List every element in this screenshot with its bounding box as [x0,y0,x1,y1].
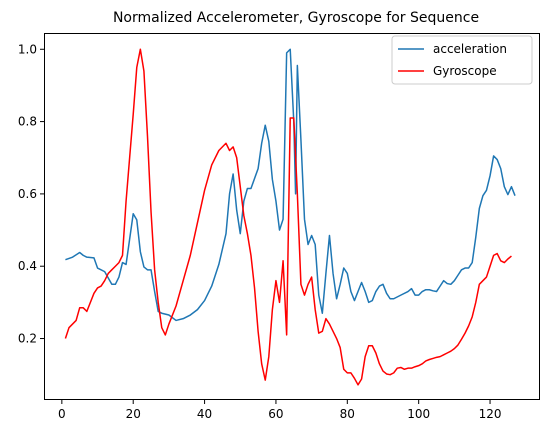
legend-label-gyroscope: Gyroscope [433,64,497,78]
y-tick-label: 0.6 [18,187,37,201]
x-tick-label: 80 [340,407,355,421]
x-tick-label: 120 [479,407,502,421]
x-tick-label: 60 [268,407,283,421]
x-tick-label: 20 [126,407,141,421]
plot-frame [44,33,540,400]
legend-label-acceleration: acceleration [433,42,507,56]
chart-title: Normalized Accelerometer, Gyroscope for … [113,10,479,26]
series-line-acceleration [65,48,516,322]
legend-box [391,35,533,85]
x-tick-label: 40 [197,407,212,421]
legend: acceleration Gyroscope [391,35,533,85]
axes-layer: 0 20 40 60 80 100 120 0.2 0.4 0.6 0.8 1.0 [18,42,502,421]
y-tick-label: 0.8 [18,115,37,129]
y-tick-label: 0.4 [18,259,37,273]
y-tick-label: 1.0 [18,42,37,56]
x-tick-label: 100 [407,407,430,421]
y-tick-label: 0.2 [18,332,37,346]
x-tick-label: 0 [58,407,66,421]
series-line-gyroscope [64,48,512,386]
series-layer [64,48,516,386]
